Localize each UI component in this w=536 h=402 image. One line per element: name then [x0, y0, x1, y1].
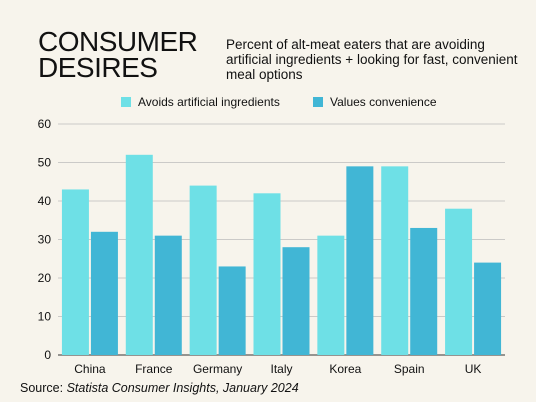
- bar-france-series-1: [125, 154, 153, 355]
- bar-spain-series-2: [410, 227, 438, 355]
- y-tick-label: 20: [38, 271, 52, 285]
- bar-uk-series-1: [445, 208, 473, 355]
- x-tick-label: Italy: [270, 362, 292, 376]
- bar-spain-series-1: [381, 166, 409, 355]
- x-tick-label: France: [135, 362, 173, 376]
- bar-korea-series-2: [346, 166, 374, 355]
- gridlines: [58, 123, 505, 356]
- bar-germany-series-2: [218, 266, 246, 355]
- source-text: Statista Consumer Insights, January 2024: [66, 381, 299, 395]
- x-tick-label: Germany: [193, 362, 242, 376]
- x-axis: China France Germany Italy Korea Spain UK: [74, 362, 481, 376]
- source-label: Source:: [20, 381, 64, 395]
- bar-china-series-2: [90, 231, 118, 355]
- y-tick-label: 40: [38, 194, 52, 208]
- x-tick-label: Korea: [329, 362, 361, 376]
- y-tick-label: 30: [38, 233, 52, 247]
- bar-france-series-2: [154, 235, 182, 355]
- chart-subtitle: Percent of alt-meat eaters that are avoi…: [226, 37, 518, 82]
- y-tick-label: 0: [44, 348, 51, 362]
- bar-uk-series-2: [474, 262, 502, 355]
- bar-italy-series-2: [282, 247, 310, 355]
- legend: Avoids artificial ingredients Values conv…: [121, 95, 437, 109]
- y-tick-label: 60: [38, 117, 52, 131]
- chart-title-line-1: CONSUMER: [38, 26, 198, 57]
- legend-swatch-1: [121, 97, 131, 107]
- bar-china-series-1: [61, 189, 89, 355]
- x-tick-label: China: [74, 362, 106, 376]
- y-tick-label: 10: [38, 310, 52, 324]
- chart-title-line-2: DESIRES: [38, 52, 158, 83]
- bars: [61, 154, 502, 355]
- bar-korea-series-1: [317, 235, 345, 355]
- y-tick-label: 50: [38, 156, 52, 170]
- y-axis: 0 10 20 30 40 50 60: [38, 117, 52, 362]
- source-note: Source: Statista Consumer Insights, Janu…: [20, 381, 299, 396]
- legend-swatch-2: [313, 97, 323, 107]
- x-tick-label: Spain: [394, 362, 425, 376]
- bar-germany-series-1: [189, 185, 217, 355]
- legend-label-2: Values convenience: [330, 95, 437, 109]
- x-tick-label: UK: [465, 362, 482, 376]
- bar-italy-series-1: [253, 193, 281, 355]
- chart-title: CONSUMER DESIRES: [38, 26, 228, 83]
- legend-label-1: Avoids artificial ingredients: [138, 95, 280, 109]
